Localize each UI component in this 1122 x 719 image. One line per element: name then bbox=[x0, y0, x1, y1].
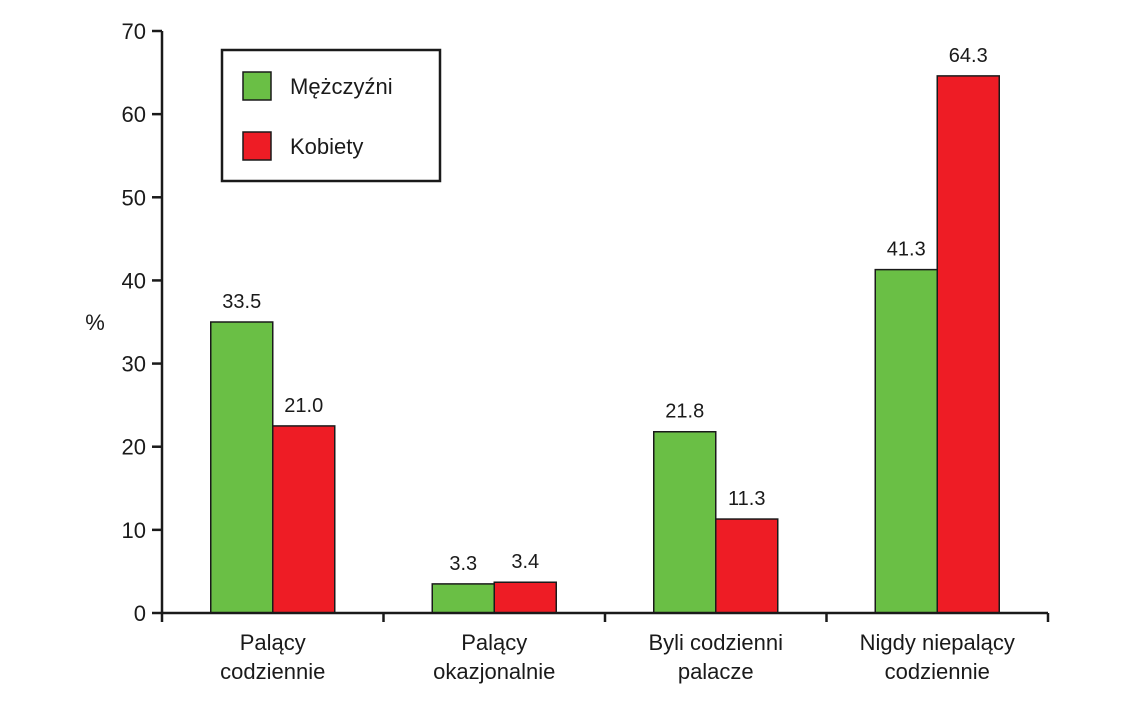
labels-layer: 33.5 3.3 21.8 41.3 21.0 3.4 11.3 64.3 Palący codz… bbox=[220, 45, 1015, 684]
bars-layer bbox=[210, 75, 1000, 614]
value-label-women-1: 3.4 bbox=[511, 551, 539, 573]
legend-box bbox=[220, 48, 442, 183]
y-tick-label-30: 30 bbox=[122, 352, 146, 377]
category-label-2: Byli codzienni palacze bbox=[648, 630, 783, 684]
value-label-women-0: 21.0 bbox=[284, 395, 323, 417]
value-label-men-3: 41.3 bbox=[887, 239, 926, 261]
y-tick-label-20: 20 bbox=[122, 435, 146, 460]
legend-swatch-men bbox=[242, 71, 272, 101]
value-label-men-0: 33.5 bbox=[222, 291, 261, 313]
y-tick-label-0: 0 bbox=[134, 601, 146, 626]
category-label-line: Palący bbox=[240, 630, 306, 655]
y-tick-label-40: 40 bbox=[122, 268, 146, 293]
category-label-line: Nigdy niepalący bbox=[860, 630, 1015, 655]
value-label-women-3: 64.3 bbox=[949, 45, 988, 67]
value-label-women-2: 11.3 bbox=[728, 488, 765, 510]
legend: Mężczyźni Kobiety bbox=[220, 48, 442, 183]
bar-women-0 bbox=[272, 425, 336, 614]
legend-label-men: Mężczyźni bbox=[290, 74, 393, 99]
category-label-line: Palący bbox=[461, 630, 527, 655]
category-label-line: codziennie bbox=[885, 659, 990, 684]
y-tick-label-50: 50 bbox=[122, 185, 146, 210]
category-label-1: Palący okazjonalnie bbox=[433, 630, 555, 684]
legend-label-women: Kobiety bbox=[290, 134, 363, 159]
category-label-line: Byli codzienni bbox=[648, 630, 783, 655]
bar-men-2 bbox=[653, 430, 717, 614]
bar-women-3 bbox=[936, 75, 1000, 614]
value-label-men-2: 21.8 bbox=[665, 401, 704, 423]
category-label-3: Nigdy niepalący codziennie bbox=[860, 630, 1015, 684]
bar-women-1 bbox=[493, 581, 557, 614]
y-tick-label-60: 60 bbox=[122, 102, 146, 127]
value-label-men-1: 3.3 bbox=[449, 553, 477, 575]
category-label-line: okazjonalnie bbox=[433, 659, 555, 684]
y-tick-label-70: 70 bbox=[122, 19, 146, 44]
bar-women-2 bbox=[715, 518, 779, 614]
category-label-0: Palący codziennie bbox=[220, 630, 325, 684]
bar-men-1 bbox=[431, 583, 495, 614]
y-axis-label: % bbox=[85, 310, 105, 335]
y-tick-label-10: 10 bbox=[122, 518, 146, 543]
bar-men-3 bbox=[874, 268, 938, 614]
category-label-line: codziennie bbox=[220, 659, 325, 684]
ticks-layer: 0 10 20 30 40 50 60 70 bbox=[122, 19, 1050, 626]
legend-swatch-women bbox=[242, 131, 272, 161]
category-label-line: palacze bbox=[678, 659, 754, 684]
bar-men-0 bbox=[210, 321, 274, 614]
